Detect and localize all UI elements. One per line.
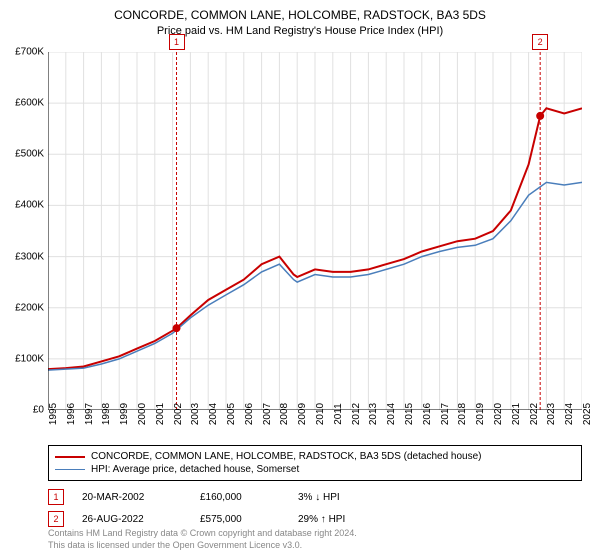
- xtick-label: 2019: [475, 403, 486, 425]
- event-marker: 1: [48, 489, 64, 505]
- xtick-label: 1995: [48, 403, 59, 425]
- xtick-label: 1996: [66, 403, 77, 425]
- xtick-label: 2005: [226, 403, 237, 425]
- event-date: 20-MAR-2002: [82, 492, 182, 503]
- xtick-label: 1997: [84, 403, 95, 425]
- xtick-label: 2010: [315, 403, 326, 425]
- xtick-label: 2001: [155, 403, 166, 425]
- xtick-label: 2008: [279, 403, 290, 425]
- event-diff: 29% ↑ HPI: [298, 514, 398, 525]
- xtick-label: 2018: [457, 403, 468, 425]
- chart-area: £0£100K£200K£300K£400K£500K£600K£700K199…: [48, 52, 582, 410]
- chart-plot: [48, 52, 582, 410]
- xtick-label: 2004: [208, 403, 219, 425]
- ytick-label: £0: [4, 405, 44, 416]
- xtick-label: 2009: [297, 403, 308, 425]
- events-table: 1 20-MAR-2002 £160,000 3% ↓ HPI 2 26-AUG-2022…: [48, 486, 582, 530]
- xtick-label: 2020: [493, 403, 504, 425]
- xtick-label: 1998: [101, 403, 112, 425]
- legend-row: CONCORDE, COMMON LANE, HOLCOMBE, RADSTOC…: [55, 450, 575, 463]
- xtick-label: 2022: [529, 403, 540, 425]
- xtick-label: 2006: [244, 403, 255, 425]
- event-marker: 2: [48, 511, 64, 527]
- xtick-label: 2025: [582, 403, 593, 425]
- xtick-label: 2007: [262, 403, 273, 425]
- xtick-label: 2021: [511, 403, 522, 425]
- xtick-label: 2015: [404, 403, 415, 425]
- ytick-label: £100K: [4, 353, 44, 364]
- xtick-label: 2003: [190, 403, 201, 425]
- footer-text: Contains HM Land Registry data © Crown c…: [48, 528, 582, 551]
- legend-box: CONCORDE, COMMON LANE, HOLCOMBE, RADSTOC…: [48, 445, 582, 481]
- chart-title: CONCORDE, COMMON LANE, HOLCOMBE, RADSTOC…: [0, 0, 600, 22]
- legend-row: HPI: Average price, detached house, Some…: [55, 463, 575, 476]
- event-row: 1 20-MAR-2002 £160,000 3% ↓ HPI: [48, 486, 582, 508]
- footer-line-1: Contains HM Land Registry data © Crown c…: [48, 528, 582, 540]
- sale-marker: 2: [532, 34, 548, 50]
- xtick-label: 2011: [333, 403, 344, 425]
- xtick-label: 1999: [119, 403, 130, 425]
- chart-container: CONCORDE, COMMON LANE, HOLCOMBE, RADSTOC…: [0, 0, 600, 560]
- xtick-label: 2012: [351, 403, 362, 425]
- xtick-label: 2000: [137, 403, 148, 425]
- chart-subtitle: Price paid vs. HM Land Registry's House …: [0, 22, 600, 43]
- xtick-label: 2023: [546, 403, 557, 425]
- event-price: £160,000: [200, 492, 280, 503]
- legend-swatch: [55, 456, 85, 458]
- ytick-label: £200K: [4, 302, 44, 313]
- ytick-label: £600K: [4, 98, 44, 109]
- xtick-label: 2016: [422, 403, 433, 425]
- xtick-label: 2002: [173, 403, 184, 425]
- event-diff: 3% ↓ HPI: [298, 492, 398, 503]
- xtick-label: 2014: [386, 403, 397, 425]
- ytick-label: £700K: [4, 47, 44, 58]
- legend-swatch: [55, 469, 85, 471]
- ytick-label: £500K: [4, 149, 44, 160]
- footer-line-2: This data is licensed under the Open Gov…: [48, 540, 582, 552]
- ytick-label: £400K: [4, 200, 44, 211]
- event-date: 26-AUG-2022: [82, 514, 182, 525]
- legend-label: HPI: Average price, detached house, Some…: [91, 464, 299, 475]
- xtick-label: 2017: [440, 403, 451, 425]
- xtick-label: 2024: [564, 403, 575, 425]
- event-price: £575,000: [200, 514, 280, 525]
- legend-label: CONCORDE, COMMON LANE, HOLCOMBE, RADSTOC…: [91, 451, 481, 462]
- event-row: 2 26-AUG-2022 £575,000 29% ↑ HPI: [48, 508, 582, 530]
- xtick-label: 2013: [368, 403, 379, 425]
- sale-marker: 1: [169, 34, 185, 50]
- ytick-label: £300K: [4, 251, 44, 262]
